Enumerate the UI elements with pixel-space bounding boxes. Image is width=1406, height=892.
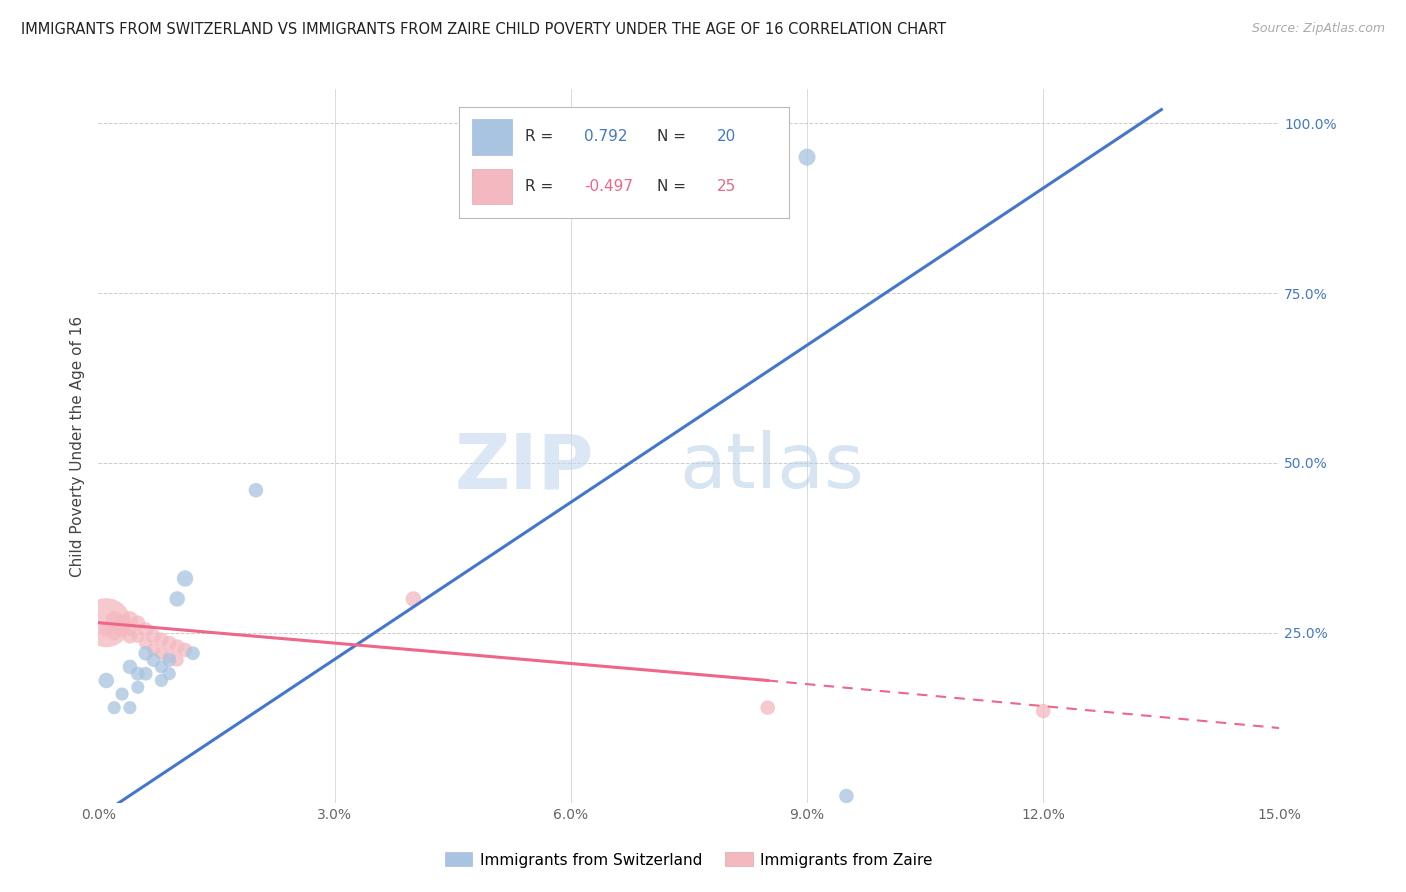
- Point: [96, 623, 118, 637]
- Point: [835, 789, 858, 803]
- Point: [118, 612, 141, 626]
- Point: [157, 653, 180, 667]
- Point: [174, 572, 197, 586]
- Point: [135, 646, 157, 660]
- Point: [245, 483, 267, 498]
- Point: [96, 673, 118, 688]
- Point: [118, 623, 141, 637]
- Point: [103, 612, 125, 626]
- Point: [402, 591, 425, 606]
- Point: [157, 636, 180, 650]
- Point: [166, 653, 188, 667]
- Point: [96, 615, 118, 630]
- Y-axis label: Child Poverty Under the Age of 16: Child Poverty Under the Age of 16: [70, 316, 86, 576]
- Text: ZIP: ZIP: [456, 431, 595, 504]
- Point: [127, 629, 149, 643]
- Point: [135, 623, 157, 637]
- Point: [118, 629, 141, 643]
- Point: [118, 700, 141, 714]
- Point: [103, 626, 125, 640]
- Point: [118, 660, 141, 674]
- Point: [142, 643, 165, 657]
- Point: [142, 653, 165, 667]
- Legend: Immigrants from Switzerland, Immigrants from Zaire: Immigrants from Switzerland, Immigrants …: [439, 847, 939, 873]
- Point: [103, 700, 125, 714]
- Point: [127, 666, 149, 681]
- Point: [111, 623, 134, 637]
- Point: [150, 673, 173, 688]
- Point: [142, 629, 165, 643]
- Point: [1032, 704, 1054, 718]
- Point: [157, 666, 180, 681]
- Text: atlas: atlas: [679, 431, 865, 504]
- Point: [157, 649, 180, 664]
- Point: [135, 666, 157, 681]
- Point: [111, 615, 134, 630]
- Point: [135, 636, 157, 650]
- Text: IMMIGRANTS FROM SWITZERLAND VS IMMIGRANTS FROM ZAIRE CHILD POVERTY UNDER THE AGE: IMMIGRANTS FROM SWITZERLAND VS IMMIGRANT…: [21, 22, 946, 37]
- Point: [127, 615, 149, 630]
- Point: [174, 643, 197, 657]
- Point: [150, 660, 173, 674]
- Point: [150, 646, 173, 660]
- Point: [150, 632, 173, 647]
- Point: [796, 150, 818, 164]
- Point: [166, 640, 188, 654]
- Point: [181, 646, 204, 660]
- Point: [166, 591, 188, 606]
- Point: [756, 700, 779, 714]
- Point: [127, 680, 149, 694]
- Point: [111, 687, 134, 701]
- Text: Source: ZipAtlas.com: Source: ZipAtlas.com: [1251, 22, 1385, 36]
